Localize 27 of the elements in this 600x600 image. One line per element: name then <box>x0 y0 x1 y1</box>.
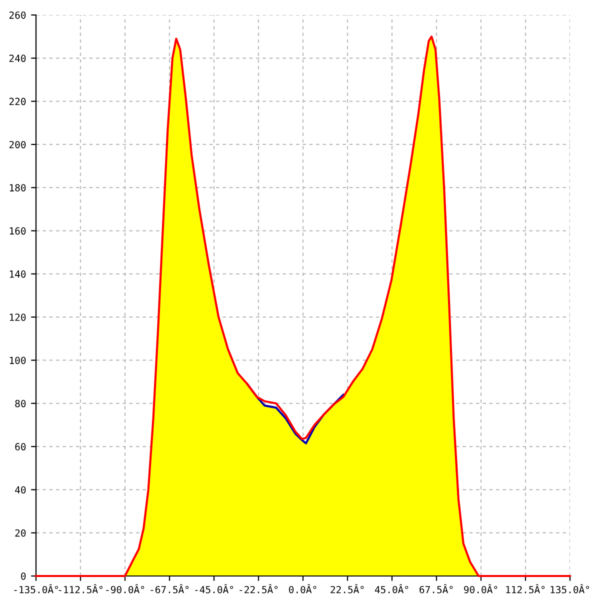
y-tick-label: 40 <box>15 486 26 494</box>
y-tick-label: 260 <box>9 12 26 19</box>
x-tick-label: -22.5Â° <box>240 584 278 594</box>
y-tick-label: 200 <box>9 140 26 148</box>
y-tick-label: 220 <box>9 98 26 106</box>
x-tick-label: 22.5Â° <box>330 584 364 594</box>
y-tick-label: 100 <box>10 356 26 364</box>
y-tick-label: 120 <box>10 314 26 321</box>
x-tick-label: -45.0Â° <box>195 584 234 594</box>
x-tick-label: 67.5Â° <box>420 584 453 594</box>
y-tick-label: 80 <box>15 400 26 408</box>
x-tick-label: 45.0Â° <box>374 584 408 594</box>
y-tick-label: 240 <box>9 54 26 62</box>
x-tick-label: 90.0Â° <box>464 584 498 594</box>
x-tick-label: -135.0Â° <box>14 584 58 594</box>
x-tick-label: 0.0Â° <box>289 584 316 594</box>
x-tick-label: -90.0Â° <box>106 584 144 594</box>
y-tick-label: 160 <box>10 227 26 235</box>
x-tick-label: -112.5Â° <box>58 584 102 594</box>
y-tick-label: 20 <box>15 529 26 537</box>
y-tick-label: 0 <box>21 572 26 580</box>
x-tick-label: -67.5Â° <box>150 584 189 594</box>
x-tick-label: 135.0Â° <box>550 584 590 594</box>
y-tick-label: 180 <box>10 184 26 192</box>
y-tick-label: 140 <box>10 270 26 278</box>
x-tick-label: 112.5Â° <box>506 584 545 594</box>
y-tick-label: 60 <box>15 443 26 450</box>
